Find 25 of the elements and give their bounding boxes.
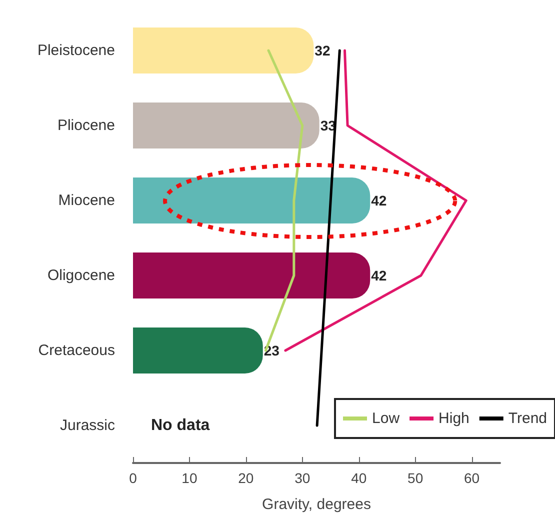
y-tick-label: Miocene	[58, 192, 115, 209]
bar	[133, 328, 263, 374]
x-tick-label: 10	[182, 470, 198, 486]
data-label: 42	[371, 268, 387, 284]
y-tick-label: Jurassic	[60, 417, 116, 434]
legend-label: Low	[372, 410, 400, 427]
x-tick-label: 20	[238, 470, 254, 486]
x-tick-label: 30	[294, 470, 310, 486]
text: No data	[151, 417, 210, 434]
legend-label: Trend	[508, 410, 548, 427]
x-axis-title: Gravity, degrees	[262, 496, 371, 513]
y-tick-label: Pleistocene	[37, 42, 115, 59]
x-tick-label: 0	[129, 470, 138, 486]
bar	[133, 252, 370, 298]
data-label: 32	[314, 42, 330, 58]
data-label: 42	[371, 192, 387, 208]
bar	[133, 102, 320, 148]
bar	[133, 28, 314, 74]
x-tick-label: 40	[351, 470, 367, 486]
x-tick-label: 60	[464, 470, 480, 486]
y-tick-label: Oligocene	[47, 267, 115, 284]
y-tick-label: Cretaceous	[38, 342, 115, 359]
x-tick-label: 50	[408, 470, 424, 486]
legend-label: High	[438, 410, 470, 427]
y-tick-label: Pliocene	[57, 117, 115, 134]
